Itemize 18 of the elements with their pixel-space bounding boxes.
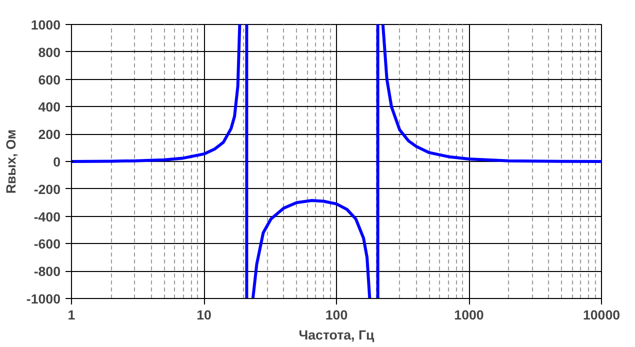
y-tick-label: 600 bbox=[38, 72, 61, 88]
y-tick-label: -1000 bbox=[26, 292, 61, 306]
y-tick-label: 200 bbox=[38, 127, 61, 142]
y-axis-title: Rвых, Ом bbox=[3, 129, 18, 194]
x-tick-label: 1 bbox=[68, 308, 76, 322]
y-tick-label: 1000 bbox=[30, 18, 61, 32]
x-tick-label: 10 bbox=[196, 308, 212, 322]
x-axis-title: Частота, Гц bbox=[298, 328, 376, 342]
x-tick-label: 1000 bbox=[454, 308, 484, 322]
y-tick-label: -800 bbox=[34, 264, 61, 280]
x-tick-label: 100 bbox=[325, 308, 348, 322]
y-tick-label: -600 bbox=[34, 236, 61, 252]
y-tick-label: -400 bbox=[34, 209, 61, 224]
x-tick-label: 10000 bbox=[582, 308, 620, 322]
y-tick-label: 800 bbox=[38, 44, 61, 60]
y-tick-label: -200 bbox=[34, 182, 61, 197]
y-tick-label: 400 bbox=[38, 100, 61, 115]
y-tick-label: 0 bbox=[53, 154, 61, 170]
